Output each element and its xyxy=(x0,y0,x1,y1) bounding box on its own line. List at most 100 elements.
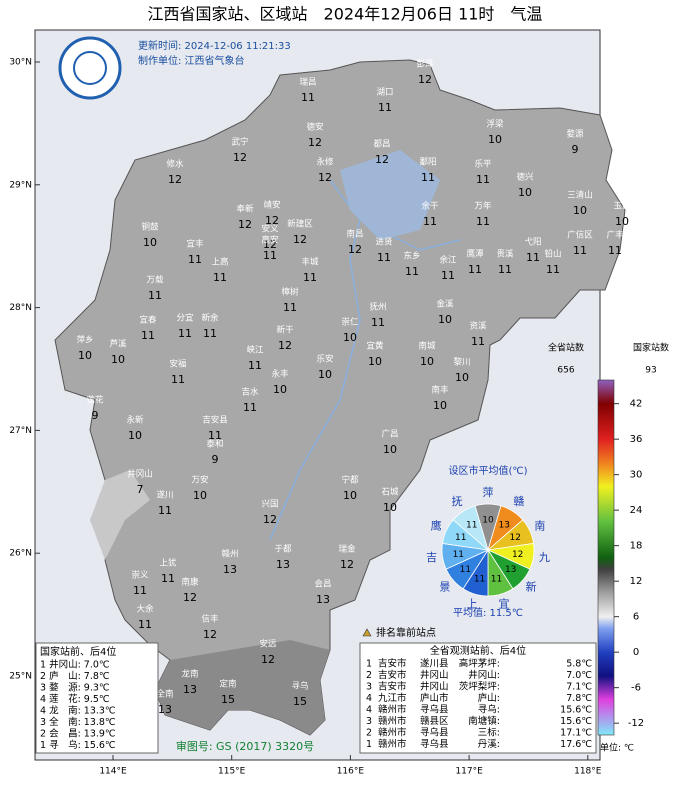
station-value: 10 xyxy=(343,331,357,344)
station-value: 11 xyxy=(546,263,560,276)
station-value: 11 xyxy=(158,504,172,517)
province-rank-cell: 赣州市 xyxy=(378,727,407,739)
station-name: 新余 xyxy=(201,313,219,324)
station-value: 11 xyxy=(248,359,262,372)
station-name: 南昌 xyxy=(346,229,363,240)
station-value: 10 xyxy=(193,489,207,502)
station-name: 高安 xyxy=(261,235,278,246)
lon-label: 115°E xyxy=(218,767,246,777)
province-rank-cell: 寻乌: xyxy=(478,704,500,716)
station-value: 12 xyxy=(265,214,279,227)
national-rank-row: 1 井冈山: 7.0℃ xyxy=(40,659,110,671)
national-count-label: 国家站数 xyxy=(633,342,669,354)
pie-slice xyxy=(452,505,489,552)
station-name: 乐安 xyxy=(316,354,333,365)
station-name: 德兴 xyxy=(516,172,534,183)
station-value: 12 xyxy=(168,173,182,186)
logo-inner xyxy=(73,51,107,85)
station-value: 10 xyxy=(488,133,502,146)
pie-city: 九 xyxy=(539,551,550,564)
station-value: 10 xyxy=(573,204,587,217)
station-value: 11 xyxy=(303,271,317,284)
station-value: 10 xyxy=(343,489,357,502)
pie-city: 抚 xyxy=(452,494,463,508)
station-name: 分宜 xyxy=(176,313,194,324)
station-name: 玉山 xyxy=(613,201,630,212)
station-value: 10 xyxy=(78,349,92,362)
province-rank-cell: 井冈山: xyxy=(468,669,500,681)
province-rank-cell: 庐山: xyxy=(478,692,500,704)
station-value: 11 xyxy=(203,327,217,340)
station-value: 11 xyxy=(138,618,152,631)
pie-average: 平均值: 11.5℃ xyxy=(453,606,523,619)
province-rank-cell: 5.8℃ xyxy=(566,659,592,670)
colorbar-label: -12 xyxy=(628,718,644,729)
station-value: 11 xyxy=(405,265,419,278)
station-value: 10 xyxy=(438,313,452,326)
station-name: 安远 xyxy=(259,639,277,650)
station-value: 11 xyxy=(243,401,257,414)
province-rank-cell: 赣州市 xyxy=(378,715,407,727)
national-rank-row: 2 会 昌: 13.9℃ xyxy=(40,728,116,740)
station-value: 11 xyxy=(468,263,482,276)
station-name: 宜黄 xyxy=(366,341,384,352)
national-rank-row: 4 龙 南: 13.3℃ xyxy=(40,705,116,717)
station-name: 弋阳 xyxy=(524,237,541,248)
lon-label: 114°E xyxy=(99,767,127,777)
colorbar-label: 42 xyxy=(630,399,643,410)
approval: 审图号: GS (2017) 3320号 xyxy=(176,739,314,753)
station-name: 上犹 xyxy=(159,558,177,569)
station-value: 11 xyxy=(283,301,297,314)
province-rank-cell: 赣县区 xyxy=(420,715,449,727)
station-name: 铅山 xyxy=(544,249,561,260)
station-value: 12 xyxy=(293,233,307,246)
station-name: 石城 xyxy=(381,488,399,498)
station-name: 三清山 xyxy=(567,190,593,201)
station-value: 11 xyxy=(301,91,315,104)
lat-label: 25°N xyxy=(9,672,32,682)
province-rank-title: 全省观测站前、后4位 xyxy=(430,644,526,657)
station-name: 鄱阳 xyxy=(419,158,436,168)
station-name: 新干 xyxy=(276,325,294,336)
station-name: 瑞昌 xyxy=(299,77,316,88)
station-name: 定南 xyxy=(219,679,236,690)
station-name: 萍乡 xyxy=(76,335,93,346)
station-name: 永新 xyxy=(126,415,144,426)
all-count-label: 全省站数 xyxy=(548,342,584,354)
station-value: 10 xyxy=(111,353,125,366)
national-rank-title: 国家站前、后4位 xyxy=(40,645,116,658)
warm-zone xyxy=(155,640,330,735)
province-rank-cell: 丹溪: xyxy=(478,738,500,750)
province-rank-cell: 4 xyxy=(366,705,372,716)
station-value: 11 xyxy=(208,429,222,442)
station-value: 12 xyxy=(375,153,389,166)
station-name: 广丰 xyxy=(606,230,624,241)
station-value: 7 xyxy=(137,483,144,496)
station-value: 10 xyxy=(518,186,532,199)
legend-label: 排名靠前站点 xyxy=(376,626,436,639)
pie-value: 12 xyxy=(510,533,521,543)
station-name: 全南 xyxy=(156,689,173,700)
lon-label: 118°E xyxy=(574,767,602,777)
station-name: 德安 xyxy=(306,122,323,133)
station-name: 井冈山 xyxy=(127,469,153,480)
station-value: 12 xyxy=(348,243,362,256)
poyang-lake xyxy=(340,150,440,240)
pie-city: 景 xyxy=(439,580,450,593)
station-name: 金溪 xyxy=(436,299,454,310)
lat-label: 29°N xyxy=(9,180,32,190)
station-value: 10 xyxy=(318,368,332,381)
colorbar-label: 0 xyxy=(633,647,639,658)
province-rank-cell: 4 xyxy=(366,693,372,704)
station-value: 12 xyxy=(318,171,332,184)
station-value: 13 xyxy=(316,593,330,606)
province-rank-cell: 赣州市 xyxy=(378,704,407,716)
station-name: 吉水 xyxy=(241,387,259,398)
station-name: 樟树 xyxy=(281,287,299,298)
station-name: 宜丰 xyxy=(186,239,204,250)
province-rank-cell: 赣州市 xyxy=(378,738,407,750)
province-rank-cell: 高坪茅坪: xyxy=(459,658,500,670)
colorbar-label: 24 xyxy=(630,505,643,516)
station-name: 永丰 xyxy=(271,369,289,380)
logo xyxy=(58,36,122,100)
